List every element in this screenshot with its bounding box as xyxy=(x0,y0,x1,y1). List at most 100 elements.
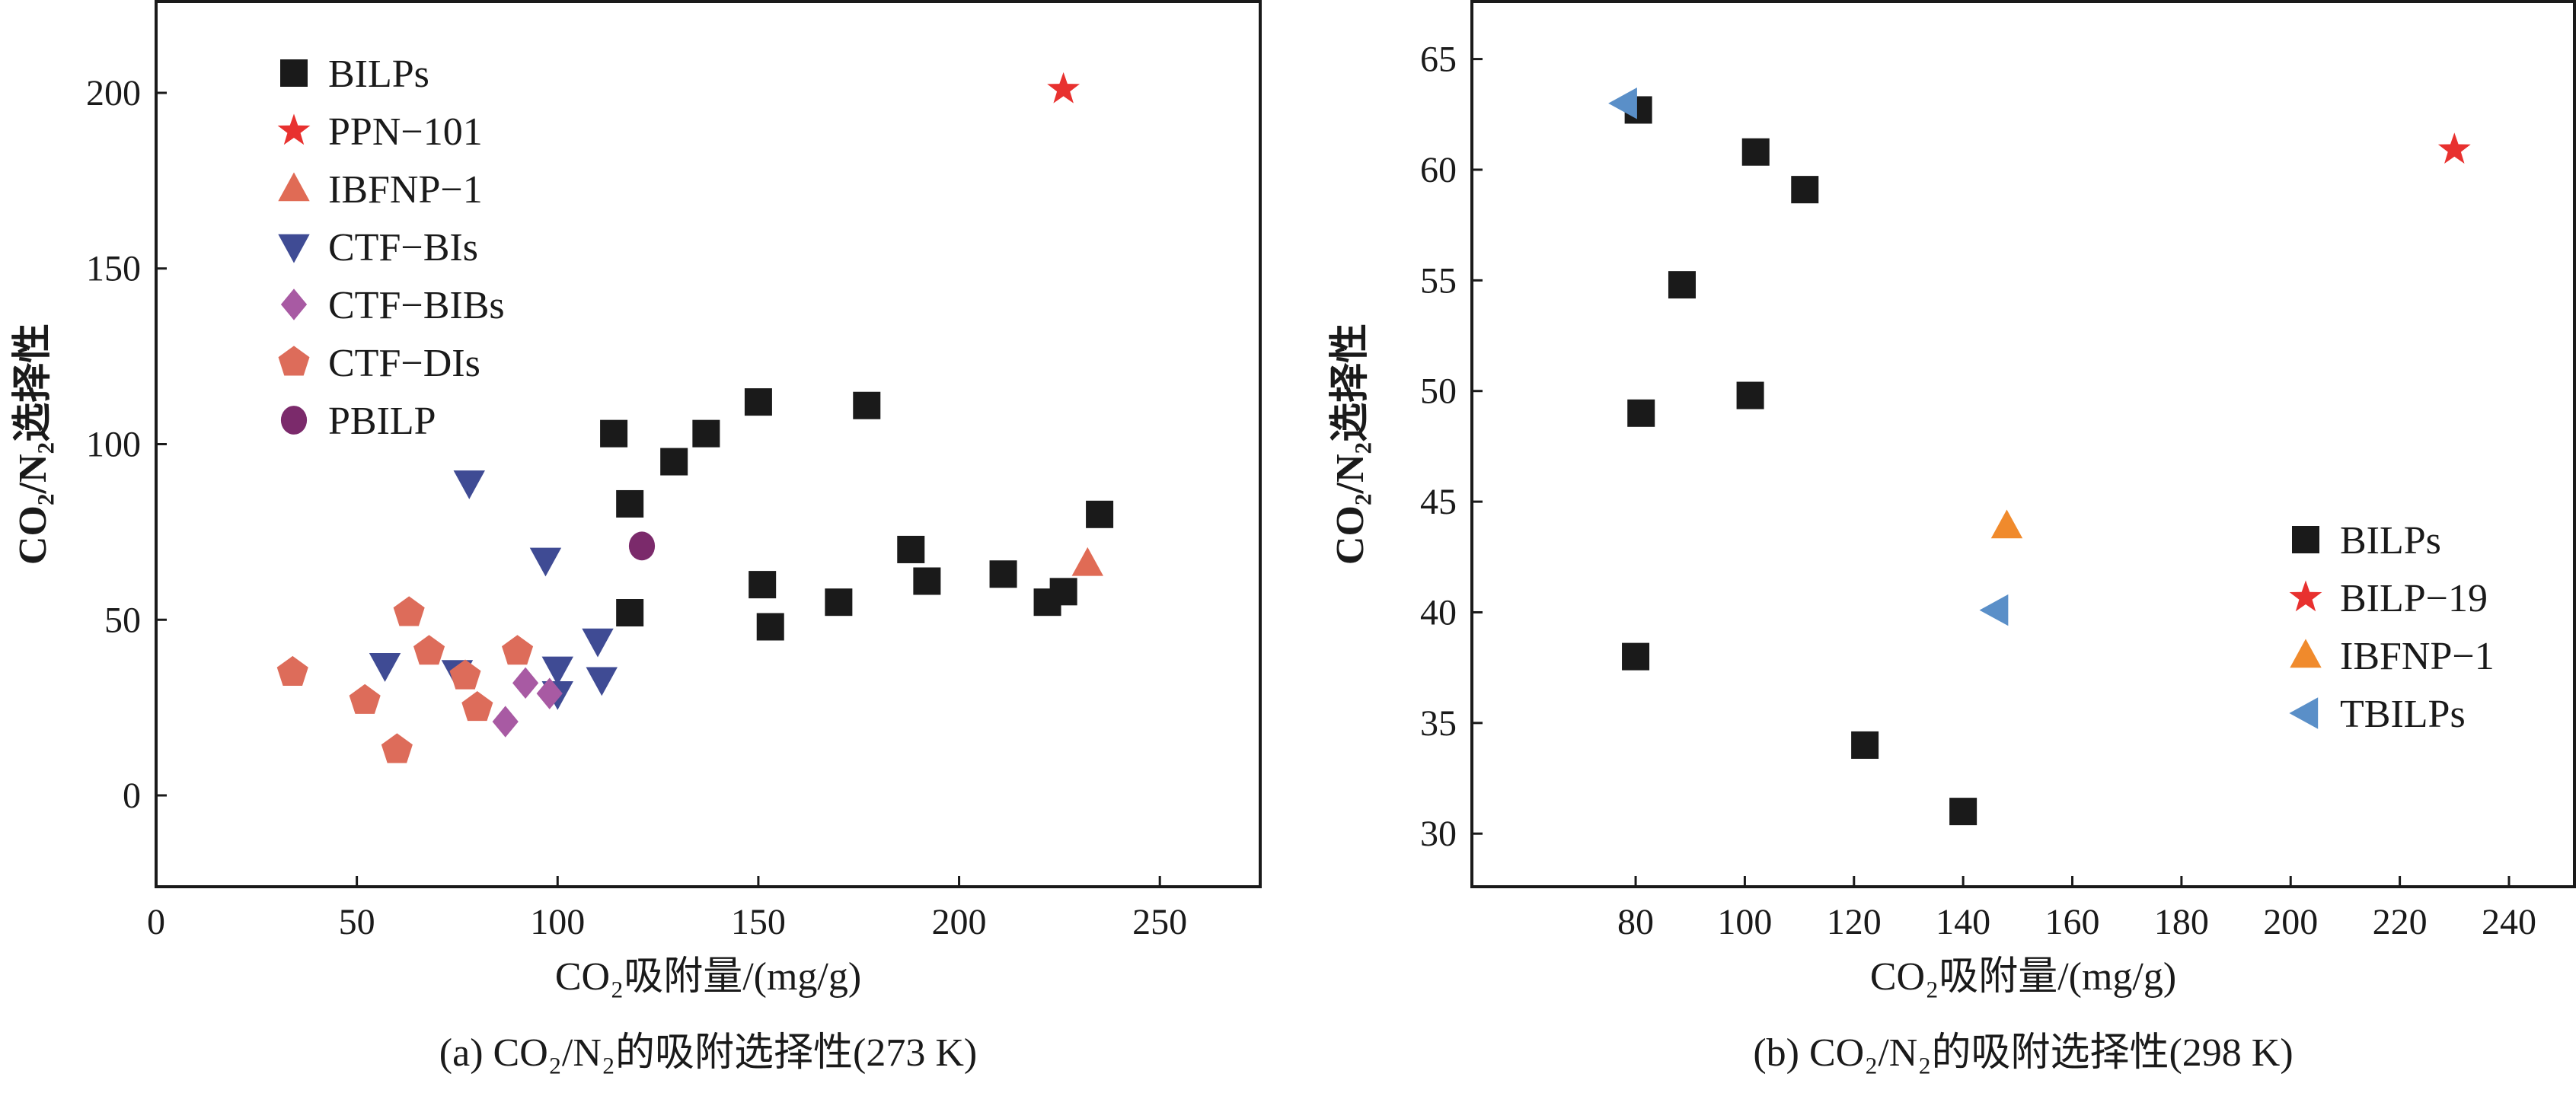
data-point-ctf-bis xyxy=(369,653,401,682)
legend-marker xyxy=(2292,526,2319,553)
data-point-bilps xyxy=(616,599,644,627)
data-point-bilps xyxy=(1668,271,1696,299)
data-point-bilps xyxy=(1049,578,1077,606)
x-tick-label: 250 xyxy=(1132,902,1187,942)
data-point-tbilps xyxy=(1608,88,1637,119)
y-tick-label: 100 xyxy=(86,425,141,465)
x-tick-label: 50 xyxy=(339,902,375,942)
data-point-ctf-bis xyxy=(453,470,485,499)
chart-a: 0 50 100 150 200 250 0 50 100 150 200 CO₂吸附量/(mg/g)… xyxy=(11,0,1262,1075)
data-point-bilps xyxy=(1627,399,1655,427)
data-point-ctf-dis xyxy=(381,733,413,763)
figure-caption: (a) CO₂/N₂的吸附选择性(273 K) xyxy=(439,1031,977,1075)
legend-marker xyxy=(2290,639,2322,668)
x-tick-label: 100 xyxy=(1717,902,1772,942)
data-point-bilps xyxy=(749,571,777,599)
legend-marker xyxy=(278,172,310,202)
data-point-pbilp xyxy=(628,531,656,561)
data-point-bilps xyxy=(1622,642,1650,671)
legend-label: BILP−19 xyxy=(2340,577,2488,620)
legend-marker xyxy=(277,113,311,145)
data-point-ctf-bis xyxy=(582,628,614,658)
figure-caption: (b) CO₂/N₂的吸附选择性(298 K) xyxy=(1753,1031,2293,1075)
legend-label: PBILP xyxy=(328,400,436,443)
y-axis-label: CO₂/N₂选择性 xyxy=(1328,323,1372,565)
y-tick-label: 50 xyxy=(104,600,141,640)
x-tick-label: 180 xyxy=(2154,902,2209,942)
legend-label: CTF−DIs xyxy=(328,342,480,385)
x-tick-label: 160 xyxy=(2045,902,2100,942)
data-point-ctf-bis xyxy=(586,667,618,696)
data-point-bilps xyxy=(989,560,1017,588)
x-axis-label: CO₂吸附量/(mg/g) xyxy=(555,955,861,999)
x-tick-label: 120 xyxy=(1827,902,1882,942)
legend-label: CTF−BIBs xyxy=(328,284,505,327)
x-axis-label: CO₂吸附量/(mg/g) xyxy=(1870,955,2176,999)
data-point-bilps xyxy=(1791,176,1819,204)
legend-marker xyxy=(2289,697,2319,729)
x-tick-label: 220 xyxy=(2373,902,2428,942)
data-point-tbilps xyxy=(1979,594,2009,626)
x-tick-label: 140 xyxy=(1936,902,1990,942)
data-point-ctf-dis xyxy=(449,659,481,690)
x-tick-label: 0 xyxy=(147,902,165,942)
legend-label: CTF−BIs xyxy=(328,226,478,269)
data-point-bilps xyxy=(853,391,881,419)
legend-marker xyxy=(280,288,308,320)
legend-label: BILPs xyxy=(328,53,429,96)
data-point-bilps xyxy=(744,388,772,416)
data-point-ctf-bibs xyxy=(492,706,519,738)
y-tick-label: 40 xyxy=(1420,592,1457,633)
legend-marker xyxy=(278,234,310,263)
data-point-ppn-101 xyxy=(1047,72,1080,104)
y-tick-label: 35 xyxy=(1420,703,1457,744)
y-tick-label: 50 xyxy=(1420,371,1457,412)
legend-marker xyxy=(280,59,308,87)
y-tick-label: 45 xyxy=(1420,482,1457,522)
data-point-ctf-bibs xyxy=(512,667,539,699)
data-point-ibfnp-1 xyxy=(1990,509,2023,539)
data-point-bilps xyxy=(913,567,941,595)
y-axis-label: CO₂/N₂选择性 xyxy=(11,323,55,565)
x-tick-label: 200 xyxy=(932,902,987,942)
data-point-bilps xyxy=(1736,381,1764,409)
y-tick-label: 30 xyxy=(1420,814,1457,854)
chart-b: 80 100 120 140 160 180 200 220 240 30 35 40 45 50 55 60… xyxy=(1328,0,2576,1075)
y-tick-label: 55 xyxy=(1420,260,1457,301)
data-point-ctf-dis xyxy=(502,635,534,665)
x-tick-label: 200 xyxy=(2263,902,2318,942)
y-tick-label: 150 xyxy=(86,249,141,289)
data-point-ctf-dis xyxy=(461,691,493,722)
data-point-bilps xyxy=(756,613,784,641)
data-point-bilp-19 xyxy=(2437,132,2471,164)
plot-frame xyxy=(1470,0,2576,888)
data-point-ctf-dis xyxy=(413,635,445,665)
data-point-bilps xyxy=(825,588,853,617)
legend-marker xyxy=(2289,580,2322,612)
x-tick-label: 100 xyxy=(530,902,585,942)
y-tick-label: 65 xyxy=(1420,40,1457,80)
legend-label: BILPs xyxy=(2340,519,2441,562)
x-tick-label: 80 xyxy=(1617,902,1654,942)
x-tick-label: 150 xyxy=(731,902,786,942)
data-point-bilps xyxy=(1741,138,1770,166)
data-point-bilps xyxy=(1949,798,1977,826)
data-point-bilps xyxy=(616,489,644,518)
data-point-bilps xyxy=(660,448,688,476)
y-tick-label: 60 xyxy=(1420,150,1457,190)
legend-marker xyxy=(280,406,308,435)
data-point-bilps xyxy=(897,535,925,563)
x-tick-label: 240 xyxy=(2482,902,2536,942)
data-point-bilps xyxy=(600,419,628,448)
data-point-ctf-bis xyxy=(541,656,573,686)
legend-label: IBFNP−1 xyxy=(328,168,483,212)
data-point-bilps xyxy=(1086,500,1114,528)
y-tick-label: 0 xyxy=(123,776,141,816)
data-point-ctf-dis xyxy=(276,655,308,686)
legend-label: IBFNP−1 xyxy=(2340,635,2495,678)
legend-label: TBILPs xyxy=(2340,693,2466,736)
data-point-ctf-bis xyxy=(529,547,562,577)
data-point-ctf-dis xyxy=(349,684,381,714)
data-point-bilps xyxy=(692,419,720,448)
legend-marker xyxy=(278,346,310,376)
